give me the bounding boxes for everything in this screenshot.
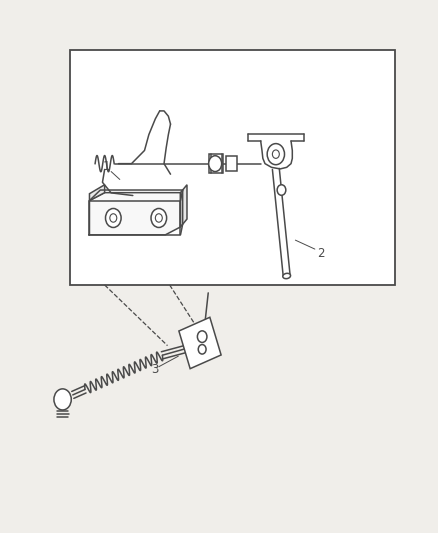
Bar — [208, 154, 222, 173]
Circle shape — [267, 143, 284, 165]
Bar — [226, 156, 236, 171]
Circle shape — [155, 214, 162, 222]
Circle shape — [197, 331, 206, 342]
Circle shape — [272, 150, 279, 158]
Polygon shape — [89, 192, 180, 235]
Ellipse shape — [282, 273, 290, 279]
Circle shape — [198, 344, 205, 354]
Circle shape — [151, 208, 166, 228]
Polygon shape — [89, 185, 104, 200]
Circle shape — [110, 214, 117, 222]
Circle shape — [208, 156, 221, 172]
Polygon shape — [178, 317, 221, 369]
Bar — [70, 50, 394, 285]
Polygon shape — [180, 185, 187, 227]
Text: 3: 3 — [150, 363, 158, 376]
Circle shape — [276, 185, 285, 195]
Circle shape — [54, 389, 71, 410]
Text: 1: 1 — [103, 160, 110, 173]
Circle shape — [105, 208, 121, 228]
Text: 2: 2 — [317, 247, 325, 260]
